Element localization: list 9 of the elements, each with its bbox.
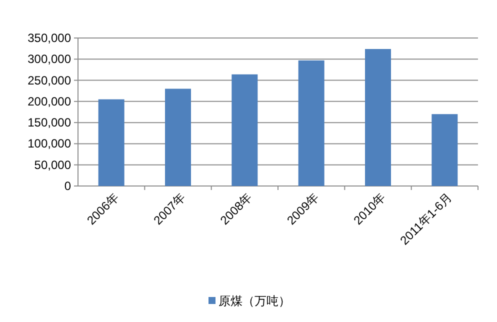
y-tick-label: 250,000 [28,73,72,88]
y-tick-label: 350,000 [28,31,72,45]
y-tick-label: 150,000 [28,116,72,130]
y-tick-label: 300,000 [28,52,72,66]
y-tick-label: 50,000 [34,158,72,172]
y-tick-label: 0 [64,179,72,193]
legend-label: 原煤（万吨） [218,294,290,308]
y-tick-label: 100,000 [28,136,72,151]
y-tick-label: 200,000 [28,94,72,108]
